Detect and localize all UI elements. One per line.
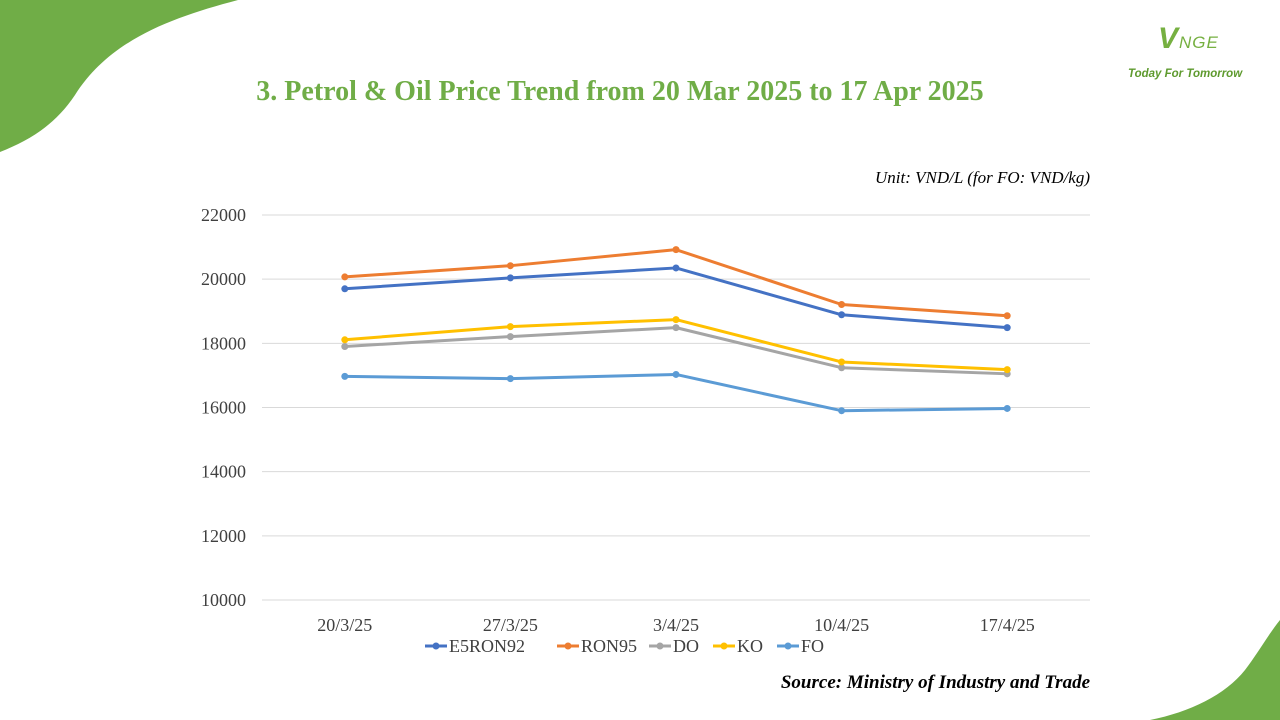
source-note: Source: Ministry of Industry and Trade (780, 672, 1090, 693)
series-e5ron92 (341, 264, 1011, 332)
legend-label: E5RON92 (449, 636, 525, 656)
legend-marker (564, 642, 572, 650)
data-point (1003, 324, 1011, 332)
data-point (838, 364, 846, 372)
data-point (838, 311, 846, 319)
x-axis-ticks: 20/3/25 27/3/25 3/4/25 10/4/25 17/4/25 (317, 615, 1034, 635)
y-tick-label: 22000 (201, 205, 246, 225)
page-title: 3. Petrol & Oil Price Trend from 20 Mar … (256, 76, 984, 107)
y-tick-label: 14000 (201, 462, 246, 482)
x-tick-label: 10/4/25 (814, 615, 869, 635)
series-ko (341, 316, 1011, 374)
data-point (672, 246, 680, 254)
series-do (341, 324, 1011, 378)
y-tick-label: 16000 (201, 398, 246, 418)
series-line (344, 326, 1008, 376)
data-point (341, 336, 349, 344)
legend-item: E5RON92 (425, 636, 525, 656)
data-point (506, 262, 514, 270)
data-point (506, 323, 514, 331)
y-axis-ticks: 10000 12000 14000 16000 18000 20000 22000 (201, 205, 246, 610)
data-point (1003, 404, 1011, 412)
legend-label: RON95 (581, 636, 637, 656)
legend-item: DO (649, 636, 699, 656)
data-point (1003, 312, 1011, 320)
legend-marker (720, 642, 728, 650)
legend: E5RON92 RON95 DO KO FO (425, 636, 824, 656)
legend-marker (656, 642, 664, 650)
series-line (344, 372, 1008, 413)
series-ron95 (341, 246, 1011, 320)
data-point (341, 372, 349, 380)
x-tick-label: 27/3/25 (483, 615, 538, 635)
data-point (672, 324, 680, 332)
data-point (672, 370, 680, 378)
data-point (672, 316, 680, 324)
x-tick-label: 17/4/25 (980, 615, 1035, 635)
x-tick-label: 3/4/25 (653, 615, 699, 635)
data-point (838, 358, 846, 366)
data-point (506, 333, 514, 341)
legend-marker (784, 642, 792, 650)
logo-mark: VNGE (1158, 22, 1219, 55)
data-point (1003, 366, 1011, 374)
series-fo (341, 370, 1011, 415)
series-lines (341, 246, 1011, 415)
y-tick-label: 10000 (201, 590, 246, 610)
vnge-logo: VNGE Today For Tomorrow (1120, 12, 1270, 92)
data-point (506, 375, 514, 383)
data-point (341, 285, 349, 293)
y-tick-label: 18000 (201, 333, 246, 353)
bottom-right-decoration (1150, 620, 1280, 720)
data-point (341, 343, 349, 351)
data-point (506, 274, 514, 282)
legend-label: KO (737, 636, 763, 656)
legend-item: KO (713, 636, 763, 656)
x-tick-label: 20/3/25 (317, 615, 372, 635)
data-point (838, 407, 846, 415)
unit-note: Unit: VND/L (for FO: VND/kg) (874, 168, 1090, 187)
legend-label: FO (801, 636, 824, 656)
legend-item: RON95 (557, 636, 637, 656)
top-left-decoration (0, 0, 238, 152)
legend-label: DO (673, 636, 699, 656)
data-point (341, 273, 349, 281)
logo-tagline: Today For Tomorrow (1128, 68, 1243, 80)
legend-marker (432, 642, 440, 650)
data-point (838, 301, 846, 309)
y-tick-label: 20000 (201, 269, 246, 289)
data-point (672, 264, 680, 272)
y-tick-label: 12000 (201, 526, 246, 546)
legend-item: FO (777, 636, 824, 656)
